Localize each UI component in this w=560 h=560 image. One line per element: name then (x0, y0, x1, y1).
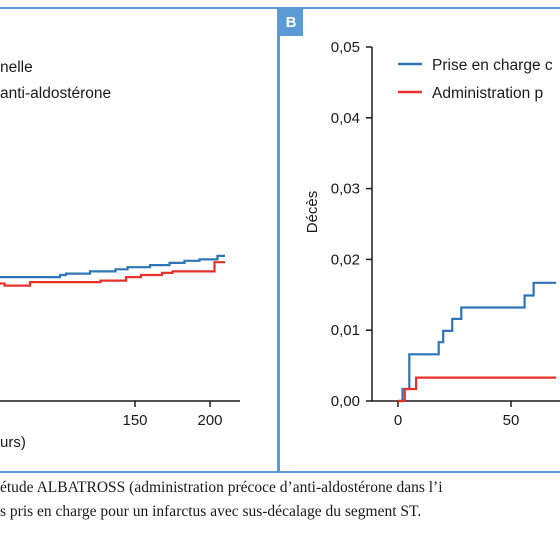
panel-a-frame (0, 7, 279, 473)
left-x-axis-label: urs) (0, 434, 26, 451)
panel-b-chart: 0,00 0,01 0,02 0,03 0,04 0,05 0 50 Décès Prise … (304, 39, 560, 429)
b-y-tick-label: 0,05 (331, 39, 360, 56)
figure-caption: étude ALBATROSS (administration précoce … (0, 476, 560, 546)
b-x-tick-label: 0 (394, 412, 402, 429)
b-series-line-2 (398, 376, 557, 403)
left-panel-chart: nelle anti-aldostérone 150 200 urs) (0, 59, 240, 451)
b-y-tick-label: 0,00 (331, 393, 360, 410)
panel-b-letter: B (286, 14, 297, 31)
left-series-line-1 (0, 254, 225, 279)
b-y-tick-label: 0,03 (331, 181, 360, 198)
left-x-tick-label: 200 (197, 412, 222, 429)
caption-line-1: étude ALBATROSS (administration précoce … (0, 479, 443, 496)
left-legend-text-2: anti-aldostérone (0, 85, 111, 102)
b-x-tick-label: 50 (503, 412, 520, 429)
panel-b-badge (279, 8, 303, 36)
b-y-tick-label: 0,04 (331, 110, 360, 127)
b-legend-label-1: Prise en charge c (432, 57, 553, 74)
b-y-tick-label: 0,02 (331, 251, 360, 268)
panel-b-frame (278, 7, 560, 473)
b-legend-label-2: Administration p (432, 85, 543, 102)
left-legend-text-1: nelle (0, 59, 33, 76)
left-x-tick-label: 150 (122, 412, 147, 429)
b-y-tick-label: 0,01 (331, 322, 360, 339)
b-series-line-1 (398, 281, 557, 403)
b-y-axis-label: Décès (304, 191, 321, 234)
left-series-line-2 (0, 261, 225, 287)
caption-line-2: s pris en charge pour un infarctus avec … (0, 503, 422, 520)
